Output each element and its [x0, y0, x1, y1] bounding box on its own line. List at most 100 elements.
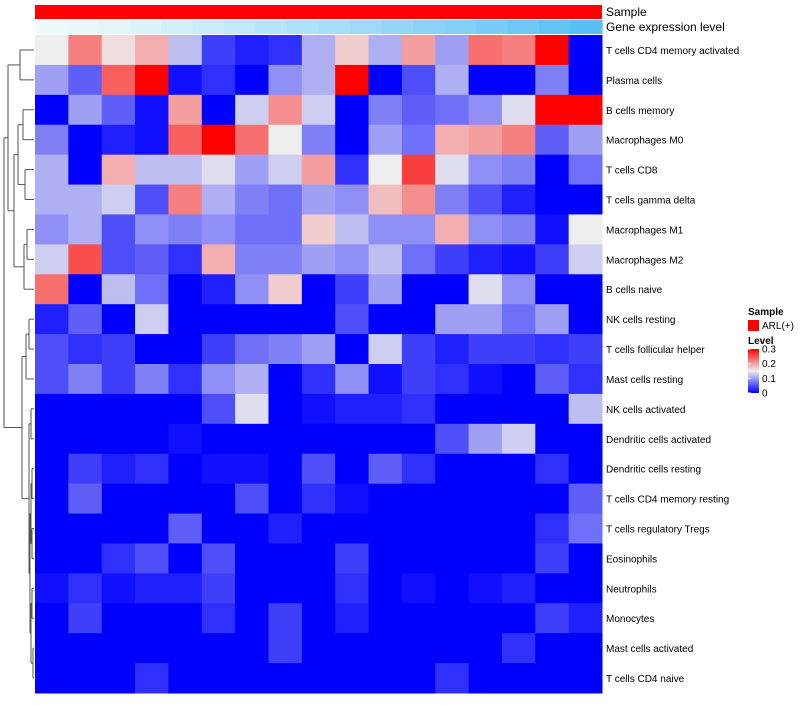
heatmap-cell: [468, 364, 503, 395]
heatmap-cell: [35, 35, 69, 66]
heatmap-cell: [435, 304, 470, 335]
heatmap-cell: [101, 573, 136, 604]
heatmap-cell: [435, 154, 470, 186]
heatmap-cell: [301, 334, 336, 365]
heatmap-cell: [568, 633, 603, 664]
heatmap-cell: [568, 304, 603, 335]
row-label: Monocytes: [606, 614, 654, 625]
legend-level-colorbar: [748, 349, 759, 393]
heatmap-cell: [368, 453, 403, 485]
heatmap-cell: [501, 483, 536, 515]
heatmap-cell: [535, 274, 570, 305]
heatmap-cell: [268, 543, 303, 574]
heatmap-cell: [35, 393, 69, 425]
heatmap-cell: [301, 35, 336, 66]
heatmap-cell: [301, 304, 336, 335]
row-label: T cells gamma delta: [606, 196, 696, 207]
heatmap-cell: [168, 393, 203, 425]
row-label: T cells regulatory Tregs: [606, 525, 710, 536]
heatmap-cell: [401, 244, 436, 275]
heatmap-cell: [301, 154, 336, 186]
heatmap-cell: [468, 573, 503, 604]
heatmap-cell: [568, 124, 603, 156]
heatmap-cell: [435, 603, 470, 634]
heatmap-cell: [501, 154, 536, 186]
heatmap-cell: [68, 364, 103, 395]
heatmap-cell: [401, 543, 436, 574]
heatmap-cell: [535, 393, 570, 425]
heatmap-cell: [368, 304, 403, 335]
heatmap-cell: [68, 184, 103, 215]
heatmap-cell: [135, 633, 169, 664]
row-label: Neutrophils: [606, 584, 657, 595]
heatmap-cell: [335, 184, 370, 215]
heatmap-cell: [401, 94, 436, 126]
gene-expression-track-label: Gene expression level: [606, 20, 725, 34]
heatmap-cell: [468, 124, 503, 156]
heatmap-cell: [468, 304, 503, 335]
heatmap-cell: [35, 244, 69, 275]
heatmap-cell: [201, 274, 236, 305]
gene-expression-track-cell: [224, 20, 257, 34]
heatmap-cell: [68, 124, 103, 156]
heatmap-cell: [435, 393, 470, 425]
heatmap-cell: [68, 334, 103, 365]
heatmap-cell: [235, 364, 269, 395]
heatmap-cell: [268, 393, 303, 425]
heatmap-cell: [68, 244, 103, 275]
heatmap-cell: [235, 214, 269, 245]
heatmap-cell: [201, 573, 236, 604]
heatmap-cell: [268, 603, 303, 634]
heatmap-cell: [535, 573, 570, 604]
heatmap-cell: [135, 184, 169, 215]
heatmap-cell: [435, 453, 470, 485]
gene-expression-track-cell: [192, 20, 225, 34]
heatmap-cell: [101, 244, 136, 275]
heatmap-cell: [35, 64, 69, 96]
heatmap-cell: [568, 334, 603, 365]
heatmap-cell: [335, 603, 370, 634]
heatmap-cell: [35, 633, 69, 664]
heatmap-cell: [101, 603, 136, 634]
heatmap-cell: [435, 64, 470, 96]
heatmap-cell: [401, 573, 436, 604]
heatmap-cell: [168, 64, 203, 96]
heatmap-cell: [301, 453, 336, 485]
heatmap-cell: [401, 364, 436, 395]
heatmap-cell: [368, 274, 403, 305]
heatmap-cell: [135, 603, 169, 634]
heatmap-cell: [35, 513, 69, 544]
heatmap-cell: [401, 274, 436, 305]
heatmap-cell: [301, 94, 336, 126]
heatmap-cell: [68, 214, 103, 245]
row-label: Plasma cells: [606, 76, 662, 87]
heatmap-cell: [568, 94, 603, 126]
sample-annotation-track: [35, 5, 602, 19]
heatmap-cell: [535, 124, 570, 156]
heatmap-cell: [468, 154, 503, 186]
heatmap-cell: [235, 603, 269, 634]
legend: Sample ARL(+) Level 0.3 0.2 0.1 0: [748, 307, 794, 400]
heatmap-cell: [35, 364, 69, 395]
heatmap-cell: [35, 603, 69, 634]
legend-sample-swatch: [748, 320, 759, 331]
gene-expression-track-cell: [539, 20, 572, 34]
heatmap-cell: [235, 64, 269, 96]
heatmap-cell: [368, 483, 403, 515]
row-dendrogram: [3, 49, 34, 679]
heatmap-cell: [468, 35, 503, 66]
heatmap-cell: [368, 124, 403, 156]
heatmap-cell: [68, 393, 103, 425]
heatmap-cell: [101, 663, 136, 694]
heatmap-cell: [568, 423, 603, 455]
heatmap-cell: [35, 274, 69, 305]
heatmap-cell: [101, 364, 136, 395]
heatmap-cell: [168, 244, 203, 275]
heatmap-cell: [101, 633, 136, 664]
heatmap-cell: [201, 154, 236, 186]
row-label: Dendritic cells resting: [606, 465, 701, 476]
heatmap-cell: [435, 573, 470, 604]
heatmap-cell: [268, 124, 303, 156]
heatmap-cell: [135, 244, 169, 275]
